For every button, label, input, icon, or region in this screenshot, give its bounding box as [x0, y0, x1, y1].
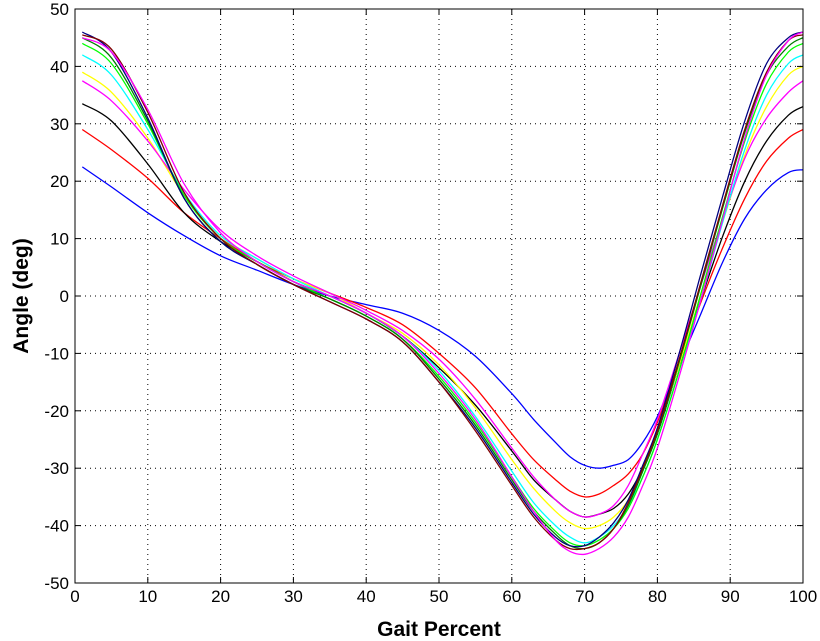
- y-tick-label: -30: [44, 459, 69, 478]
- x-tick-label: 70: [575, 587, 594, 606]
- x-tick-label: 100: [789, 587, 817, 606]
- x-tick-label: 80: [648, 587, 667, 606]
- y-tick-label: 30: [50, 115, 69, 134]
- x-tick-label: 0: [70, 587, 79, 606]
- series-line-1: [81, 166, 804, 469]
- y-tick-labels: -50 -40 -30 -20 -10 0 10 20 30 40 50: [44, 0, 803, 593]
- y-tick-label: -50: [44, 574, 69, 593]
- y-tick-label: 20: [50, 172, 69, 191]
- x-tick-label: 30: [284, 587, 303, 606]
- series-line-11: [82, 31, 804, 556]
- plot-frame: [74, 8, 804, 584]
- x-axis-title: Gait Percent: [377, 618, 501, 641]
- series-lines: [81, 31, 804, 556]
- y-tick-label: 40: [50, 57, 69, 76]
- x-tick-label: 60: [502, 587, 521, 606]
- series-line-7: [81, 42, 804, 547]
- y-tick-label: -40: [44, 517, 69, 536]
- series-line-6: [81, 54, 804, 544]
- series-line-10: [82, 34, 804, 551]
- series-line-3: [81, 103, 804, 518]
- x-tick-label: 50: [430, 587, 449, 606]
- x-tick-label: 10: [138, 587, 157, 606]
- y-tick-label: -10: [44, 344, 69, 363]
- x-tick-label: 40: [357, 587, 376, 606]
- x-tick-label: 20: [211, 587, 230, 606]
- series-line-9: [81, 31, 804, 548]
- y-tick-label: -20: [44, 402, 69, 421]
- y-tick-label: 50: [50, 0, 69, 19]
- grid: [75, 9, 803, 583]
- series-line-5: [81, 80, 804, 518]
- y-tick-label: 10: [50, 230, 69, 249]
- series-line-8: [81, 37, 804, 550]
- y-axis-title: Angle (deg): [10, 238, 33, 354]
- y-tick-label: 0: [60, 287, 69, 306]
- x-tick-label: 90: [721, 587, 740, 606]
- x-tick-labels: 0 10 20 30 40 50 60 70 80 90 100: [70, 9, 817, 606]
